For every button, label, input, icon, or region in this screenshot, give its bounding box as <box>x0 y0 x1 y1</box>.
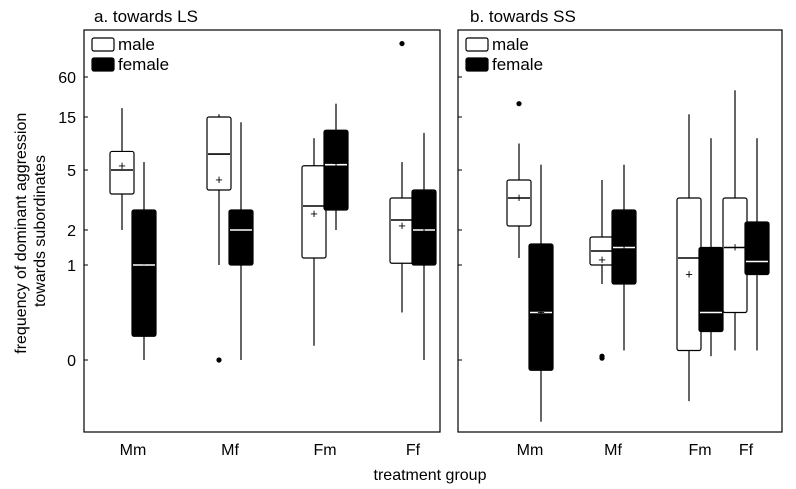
box-b-female-Mm <box>528 243 554 371</box>
legend-label-a-male: male <box>118 35 155 54</box>
box-a-female-Mm <box>131 209 157 337</box>
mean-marker-b-female-Fm: + <box>707 271 715 286</box>
y-tick-label-15: 15 <box>58 110 76 127</box>
outlier-a-male-Mf-0 <box>216 357 222 363</box>
y-axis-label-line-2: towards subordinates <box>32 155 49 307</box>
x-tick-label-a-Mf: Mf <box>221 442 239 459</box>
outlier-a-male-Ff-0 <box>399 40 405 47</box>
panel-a-title: a. towards LS <box>94 7 198 26</box>
mean-marker-b-male-Ff: + <box>731 240 739 255</box>
legend-label-a-female: female <box>118 55 169 74</box>
panel-b-frame <box>457 29 783 433</box>
box-a-female-Fm <box>323 129 349 211</box>
box-a-female-Ff <box>411 189 437 266</box>
mean-marker-b-male-Fm: + <box>685 267 693 282</box>
legend-swatch-b-female <box>465 57 489 72</box>
mean-marker-a-male-Mm: + <box>118 158 126 173</box>
legend-label-b-male: male <box>492 35 529 54</box>
mean-marker-a-female-Ff: + <box>420 220 428 235</box>
mean-marker-b-female-Ff: + <box>753 240 761 255</box>
y-axis-label: frequency of dominant aggression towards… <box>13 108 49 354</box>
x-tick-label-a-Fm: Fm <box>313 442 336 459</box>
x-tick-label-b-Mm: Mm <box>517 442 544 459</box>
box-b-male-Mm <box>506 179 532 227</box>
mean-marker-b-male-Mm: + <box>515 190 523 205</box>
y-tick-label-0: 0 <box>67 353 76 370</box>
box-a-male-Fm <box>301 165 327 259</box>
legend-label-b-female: female <box>492 55 543 74</box>
x-tick-label-b-Mf: Mf <box>604 442 622 459</box>
y-tick-label-5: 5 <box>67 163 76 180</box>
x-tick-label-b-Ff: Ff <box>739 442 754 459</box>
x-tick-label-b-Fm: Fm <box>688 442 711 459</box>
legend-swatch-b-male <box>465 37 489 52</box>
mean-marker-a-male-Mf: + <box>215 172 223 187</box>
y-tick-label-1: 1 <box>67 258 76 275</box>
x-tick-label-a-Ff: Ff <box>406 442 421 459</box>
box-b-female-Fm <box>698 246 724 333</box>
x-axis-label: treatment group <box>374 467 487 484</box>
mean-marker-b-male-Mf: + <box>598 252 606 267</box>
y-tick-label-2: 2 <box>67 223 76 240</box>
legend-swatch-a-female <box>91 57 115 72</box>
y-axis-label-line-1: frequency of dominant aggression <box>13 113 30 354</box>
y-tick-label-60: 60 <box>58 70 76 87</box>
mean-marker-a-female-Mm: + <box>140 254 148 269</box>
panel-a-frame <box>83 29 441 433</box>
outlier-b-male-Mf-1 <box>599 353 605 359</box>
legend-swatch-a-male <box>91 37 115 52</box>
panel-b-title: b. towards SS <box>470 7 576 26</box>
x-tick-label-a-Mm: Mm <box>120 442 147 459</box>
box-a-male-Mm <box>109 150 135 195</box>
mean-marker-a-female-Fm: + <box>332 156 340 171</box>
mean-marker-b-female-Mm: + <box>537 305 545 320</box>
mean-marker-a-male-Fm: + <box>310 206 318 221</box>
mean-marker-b-female-Mf: + <box>620 241 628 256</box>
mean-marker-a-male-Ff: + <box>398 218 406 233</box>
outlier-b-male-Mm-0 <box>516 101 522 107</box>
box-a-female-Mf <box>228 209 254 266</box>
box-b-male-Ff <box>722 197 748 314</box>
mean-marker-a-female-Mf: + <box>237 233 245 248</box>
